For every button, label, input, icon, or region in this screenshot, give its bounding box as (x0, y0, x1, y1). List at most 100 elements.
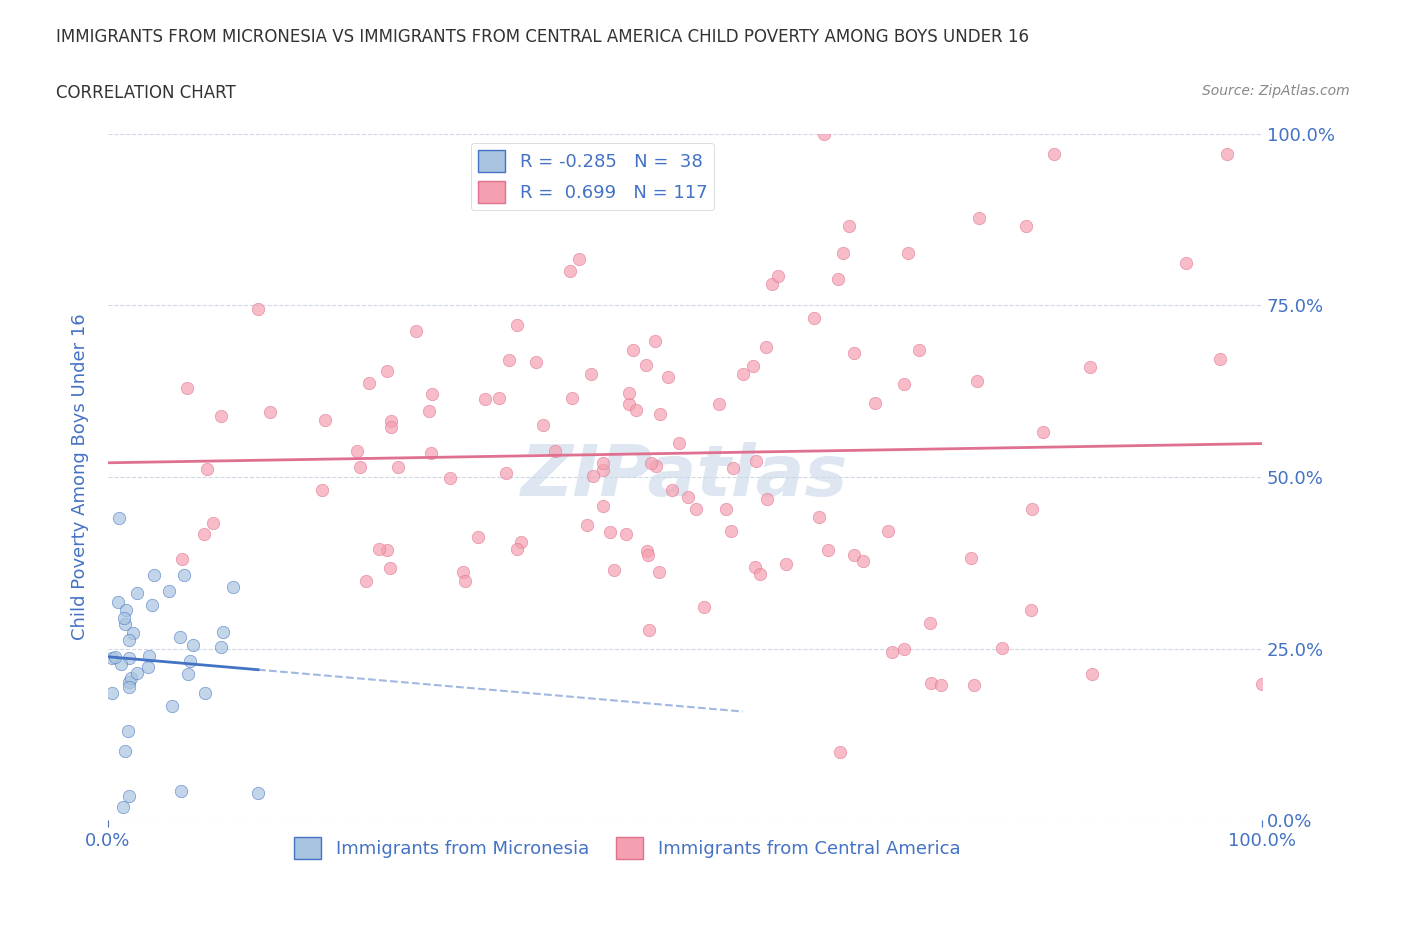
Point (510, 534, 533, 549)
Point (193, 527, 215, 542)
Point (160, 698, 183, 713)
Point (621, 343, 644, 358)
Point (467, 530, 489, 545)
Point (828, 744, 851, 759)
Point (524, 354, 547, 369)
Point (599, 525, 621, 539)
Point (967, 211, 990, 226)
Point (877, 524, 900, 538)
Point (668, 435, 690, 450)
Point (420, 387, 443, 402)
Point (602, 562, 624, 577)
Point (721, 460, 744, 475)
Y-axis label: Child Poverty Among Boys Under 16: Child Poverty Among Boys Under 16 (72, 313, 89, 640)
Point (558, 263, 581, 278)
Point (755, 339, 778, 354)
Legend: Immigrants from Micronesia, Immigrants from Central America: Immigrants from Micronesia, Immigrants f… (287, 830, 967, 866)
Point (246, 786, 269, 801)
Point (349, 459, 371, 474)
Point (474, 392, 496, 406)
Point (114, 616, 136, 631)
Point (838, 219, 860, 233)
Point (1174, 256, 1197, 271)
Point (194, 685, 217, 700)
Point (209, 639, 232, 654)
Text: ZIPatlas: ZIPatlas (522, 443, 849, 512)
Point (209, 409, 232, 424)
Point (176, 380, 198, 395)
Point (177, 667, 200, 682)
Point (644, 458, 666, 473)
Point (544, 444, 567, 458)
Point (844, 345, 866, 360)
Point (104, 649, 127, 664)
Point (650, 406, 672, 421)
Point (169, 630, 191, 644)
Point (731, 366, 754, 381)
Point (111, 799, 134, 814)
Point (420, 445, 443, 460)
Point (676, 490, 699, 505)
Point (531, 418, 554, 432)
Point (720, 524, 742, 538)
Point (637, 622, 659, 637)
Point (576, 517, 599, 532)
Point (157, 583, 180, 598)
Point (963, 677, 986, 692)
Point (202, 516, 225, 531)
Point (616, 526, 638, 541)
Point (714, 501, 737, 516)
Point (626, 403, 648, 418)
Point (657, 369, 679, 384)
Point (118, 789, 141, 804)
Point (380, 414, 402, 429)
Point (101, 651, 124, 666)
Point (920, 615, 942, 630)
Point (908, 342, 931, 357)
Point (125, 586, 148, 601)
Point (173, 568, 195, 583)
Point (1032, 425, 1054, 440)
Point (745, 453, 768, 468)
Point (359, 376, 381, 391)
Point (685, 502, 707, 517)
Point (114, 610, 136, 625)
Point (749, 566, 772, 581)
Point (454, 573, 477, 588)
Point (863, 395, 886, 410)
Point (761, 276, 783, 291)
Point (661, 482, 683, 497)
Point (181, 637, 204, 652)
Point (640, 456, 662, 471)
Point (592, 498, 614, 513)
Point (314, 413, 336, 428)
Point (495, 466, 517, 481)
Point (246, 301, 269, 316)
Point (101, 685, 124, 700)
Point (581, 366, 603, 381)
Point (259, 405, 281, 419)
Point (960, 551, 983, 565)
Point (506, 542, 529, 557)
Point (439, 471, 461, 485)
Point (380, 561, 402, 576)
Point (1021, 603, 1043, 618)
Point (127, 666, 149, 681)
Point (346, 444, 368, 458)
Point (506, 318, 529, 333)
Point (768, 268, 790, 283)
Point (212, 625, 235, 640)
Point (567, 252, 589, 267)
Point (138, 648, 160, 663)
Text: CORRELATION CHART: CORRELATION CHART (56, 84, 236, 101)
Point (107, 594, 129, 609)
Point (136, 659, 159, 674)
Point (117, 632, 139, 647)
Point (644, 334, 666, 349)
Point (709, 396, 731, 411)
Point (114, 744, 136, 759)
Point (592, 455, 614, 470)
Point (1208, 352, 1230, 366)
Point (114, 603, 136, 618)
Point (582, 468, 605, 483)
